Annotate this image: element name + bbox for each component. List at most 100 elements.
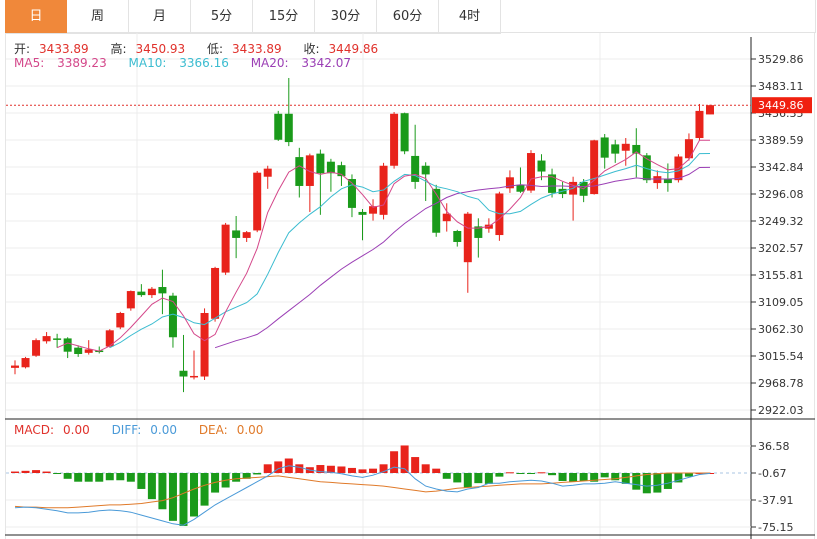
macd-bar bbox=[158, 473, 167, 510]
macd-bar bbox=[684, 473, 693, 477]
candle[interactable] bbox=[516, 184, 525, 192]
candle[interactable] bbox=[274, 113, 283, 140]
macd-bar bbox=[474, 473, 483, 484]
macd-bar bbox=[653, 473, 662, 493]
candle[interactable] bbox=[337, 165, 346, 177]
macd-bar bbox=[369, 468, 378, 474]
candle[interactable] bbox=[495, 193, 504, 236]
macd-bar bbox=[274, 461, 283, 474]
candle[interactable] bbox=[105, 330, 114, 347]
candle[interactable] bbox=[684, 139, 693, 159]
candle[interactable] bbox=[232, 230, 241, 238]
macd-bar bbox=[347, 467, 356, 474]
candle[interactable] bbox=[221, 224, 230, 273]
candle[interactable] bbox=[642, 155, 651, 181]
tab-3[interactable]: 5分 bbox=[191, 0, 253, 33]
macd-bar bbox=[432, 468, 441, 474]
macd-bar bbox=[179, 473, 188, 526]
ma5-label: MA5: bbox=[14, 56, 45, 70]
candle[interactable] bbox=[432, 188, 441, 233]
tab-1[interactable]: 周 bbox=[67, 0, 129, 33]
candle[interactable] bbox=[411, 155, 420, 182]
macd-bar bbox=[137, 473, 146, 489]
candle[interactable] bbox=[74, 347, 83, 355]
candle[interactable] bbox=[453, 231, 462, 242]
candle[interactable] bbox=[84, 349, 93, 353]
tab-4[interactable]: 15分 bbox=[253, 0, 315, 33]
candle[interactable] bbox=[53, 338, 62, 340]
tab-2[interactable]: 月 bbox=[129, 0, 191, 33]
candle[interactable] bbox=[316, 153, 325, 174]
macd-bar bbox=[379, 464, 388, 474]
macd-bar bbox=[316, 465, 325, 474]
candle[interactable] bbox=[421, 165, 430, 175]
macd-bar bbox=[147, 473, 156, 500]
macd-bar bbox=[569, 473, 578, 482]
macd-bar bbox=[663, 473, 672, 489]
macd-bar bbox=[579, 473, 588, 481]
candle[interactable] bbox=[706, 105, 714, 115]
candle[interactable] bbox=[190, 375, 199, 378]
macd-bar bbox=[253, 473, 262, 475]
candle[interactable] bbox=[326, 161, 335, 174]
y-tick-label: 3296.08 bbox=[758, 188, 804, 201]
candle[interactable] bbox=[211, 267, 220, 319]
candle[interactable] bbox=[548, 174, 557, 193]
macd-bar bbox=[126, 473, 135, 482]
candle[interactable] bbox=[632, 144, 641, 154]
candle[interactable] bbox=[242, 232, 251, 238]
candle[interactable] bbox=[11, 365, 19, 368]
candle[interactable] bbox=[653, 176, 662, 184]
candle[interactable] bbox=[284, 113, 293, 143]
period-tabs: 日周月 5分 15分 30分 60分 4时 bbox=[5, 0, 501, 34]
low-value: 3433.89 bbox=[232, 42, 282, 56]
macd-bar bbox=[74, 473, 83, 482]
macd-bar bbox=[526, 473, 535, 475]
candle[interactable] bbox=[505, 177, 514, 189]
candle[interactable] bbox=[32, 340, 41, 356]
tab-0[interactable]: 日 bbox=[5, 0, 67, 33]
macd-bar bbox=[516, 473, 525, 475]
macd-bar bbox=[53, 473, 62, 475]
candle[interactable] bbox=[200, 313, 209, 377]
candle[interactable] bbox=[621, 143, 630, 151]
candle[interactable] bbox=[400, 113, 409, 152]
candle[interactable] bbox=[42, 336, 51, 342]
candle[interactable] bbox=[442, 213, 451, 222]
candle[interactable] bbox=[611, 144, 620, 154]
tab-5[interactable]: 30分 bbox=[315, 0, 377, 33]
candle[interactable] bbox=[21, 358, 30, 368]
candle[interactable] bbox=[463, 213, 472, 263]
candle[interactable] bbox=[168, 295, 177, 338]
candle[interactable] bbox=[158, 287, 167, 294]
candle[interactable] bbox=[116, 313, 125, 328]
candle[interactable] bbox=[147, 288, 156, 296]
candle[interactable] bbox=[390, 113, 399, 166]
tab-6[interactable]: 60分 bbox=[377, 0, 439, 33]
candle[interactable] bbox=[179, 370, 188, 377]
candle[interactable] bbox=[63, 338, 72, 352]
candle[interactable] bbox=[263, 168, 272, 177]
macd-bar bbox=[263, 464, 272, 474]
candle[interactable] bbox=[474, 226, 483, 238]
candle[interactable] bbox=[537, 160, 546, 172]
candle[interactable] bbox=[600, 137, 609, 158]
candle[interactable] bbox=[695, 110, 704, 139]
candle[interactable] bbox=[590, 140, 599, 195]
candle[interactable] bbox=[137, 291, 146, 296]
candle[interactable] bbox=[369, 206, 378, 214]
candle[interactable] bbox=[663, 179, 672, 184]
y-tick-label: 3015.54 bbox=[758, 350, 804, 363]
candle[interactable] bbox=[358, 211, 367, 215]
candle[interactable] bbox=[126, 291, 135, 309]
candle[interactable] bbox=[295, 157, 304, 186]
candle[interactable] bbox=[347, 179, 356, 208]
open-label: 开: bbox=[14, 42, 31, 56]
candle[interactable] bbox=[526, 153, 535, 191]
candle[interactable] bbox=[253, 172, 262, 231]
candle[interactable] bbox=[305, 155, 314, 186]
macd-bar bbox=[548, 473, 557, 476]
tab-7[interactable]: 4时 bbox=[439, 0, 501, 33]
macd-bar bbox=[558, 473, 567, 481]
